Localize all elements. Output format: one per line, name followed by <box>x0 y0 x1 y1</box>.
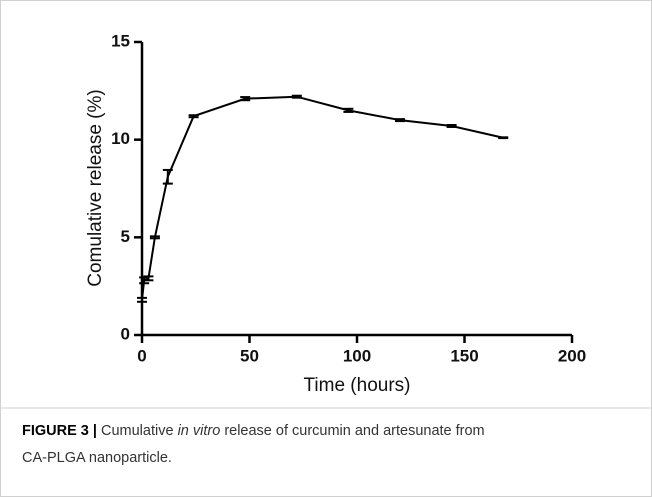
x-tick-label: 50 <box>240 346 259 365</box>
y-axis-label: Comulative release (%) <box>85 89 106 286</box>
x-tick-label: 150 <box>450 346 478 365</box>
caption-text: Cumulative <box>101 423 174 439</box>
error-bar <box>162 168 173 185</box>
y-tick-label: 10 <box>111 129 130 148</box>
caption-italic: in vitro <box>178 423 221 439</box>
error-bar <box>143 275 154 282</box>
error-bar <box>395 118 405 123</box>
error-bar <box>149 235 160 240</box>
caption-text: release of curcumin and artesunate from <box>224 423 484 439</box>
y-tick-label: 15 <box>111 31 130 50</box>
y-tick-label: 5 <box>121 227 130 246</box>
x-tick-label: 100 <box>343 346 371 365</box>
x-tick-label: 0 <box>137 346 146 365</box>
y-tick-label: 0 <box>121 324 130 343</box>
x-axis-label: Time (hours) <box>304 375 411 396</box>
error-bar <box>343 107 354 113</box>
caption-line-1: FIGURE 3 | Cumulative in vitro release o… <box>22 423 485 439</box>
error-bar <box>498 136 509 140</box>
error-bar <box>240 96 251 102</box>
error-bar <box>137 296 147 303</box>
caption-line-2: CA-PLGA nanoparticle. <box>22 450 172 466</box>
error-bar <box>188 114 199 119</box>
error-bar <box>446 124 457 128</box>
caption-label: FIGURE 3 | <box>22 423 97 439</box>
error-bar <box>291 94 302 99</box>
x-tick-label: 200 <box>558 346 586 365</box>
